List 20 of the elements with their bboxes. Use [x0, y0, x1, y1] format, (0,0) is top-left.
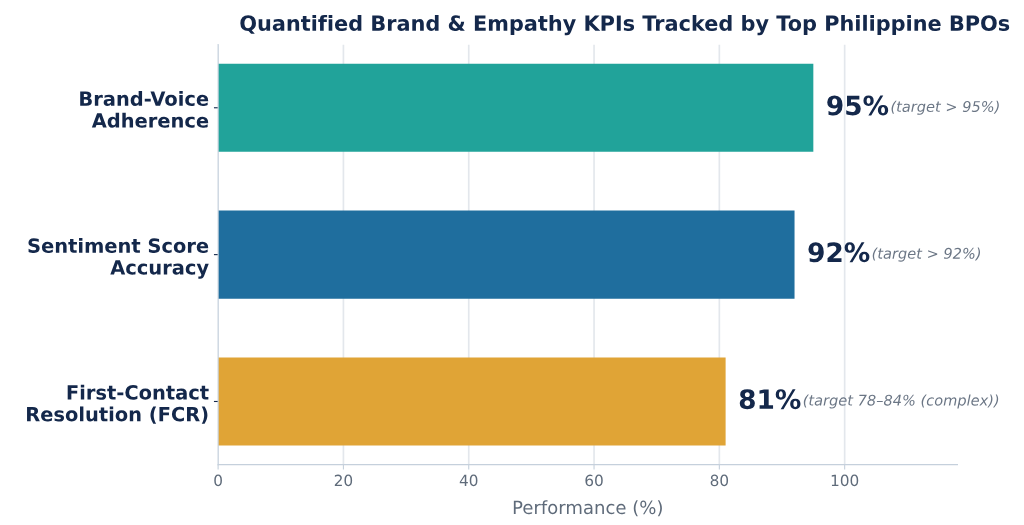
y-tick-label: Sentiment Score Accuracy — [28, 237, 209, 279]
data-label: 95% — [827, 95, 889, 116]
data-label: 92% — [808, 242, 870, 263]
bar — [218, 63, 814, 152]
x-axis-title: Performance (%) — [513, 500, 662, 517]
annotation: (target > 95%) — [891, 100, 999, 115]
x-tick-label: 80 — [710, 474, 729, 487]
x-tick-label: 40 — [459, 474, 478, 487]
y-tick-label: Brand-Voice Adherence — [80, 90, 209, 128]
x-tick-label: 100 — [831, 474, 859, 487]
x-tick-label: 20 — [334, 474, 353, 487]
annotation: (target > 92%) — [872, 247, 981, 262]
chart-title: Quantified Brand & Empathy KPIs Tracked by Top Philippine BPOs — [240, 14, 1010, 36]
y-tick-label: First-Contact Resolution (FCR) — [27, 384, 209, 424]
data-label: 81% — [739, 389, 801, 410]
x-tick-label: 60 — [585, 474, 603, 487]
x-tick-label: 0 — [214, 474, 222, 487]
annotation: (target 78–84% (complex)) — [803, 394, 999, 409]
bar — [218, 210, 795, 299]
bar — [218, 357, 726, 446]
